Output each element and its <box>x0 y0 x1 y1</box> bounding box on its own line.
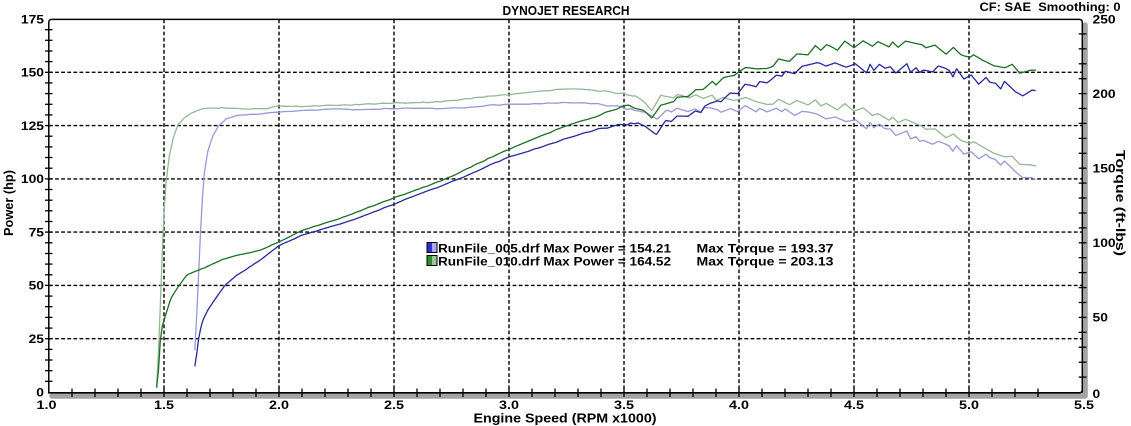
svg-text:3.0: 3.0 <box>499 400 519 412</box>
svg-text:DYNOJET RESEARCH: DYNOJET RESEARCH <box>503 4 630 18</box>
svg-text:RunFile_005.drf Max Power = 15: RunFile_005.drf Max Power = 154.21 <box>438 241 671 255</box>
svg-text:RunFile_010.drf Max Power = 16: RunFile_010.drf Max Power = 164.52 <box>438 254 671 268</box>
svg-text:4.5: 4.5 <box>844 400 865 412</box>
svg-text:100: 100 <box>1093 238 1116 250</box>
svg-text:5.5: 5.5 <box>1074 400 1095 412</box>
svg-text:2.0: 2.0 <box>269 400 289 412</box>
svg-text:0: 0 <box>1093 389 1101 401</box>
svg-text:150: 150 <box>1093 164 1116 176</box>
svg-text:Max Torque = 203.13: Max Torque = 203.13 <box>697 254 834 268</box>
svg-text:CF: SAE Smoothing: 0: CF: SAE Smoothing: 0 <box>980 2 1121 14</box>
svg-text:0: 0 <box>36 387 44 399</box>
svg-text:1.5: 1.5 <box>154 400 175 412</box>
svg-text:1.0: 1.0 <box>37 400 57 412</box>
svg-text:Torque (ft-lbs): Torque (ft-lbs) <box>1113 150 1127 256</box>
svg-text:50: 50 <box>1093 313 1108 325</box>
svg-text:250: 250 <box>1093 14 1116 26</box>
svg-text:3.5: 3.5 <box>614 400 635 412</box>
svg-text:50: 50 <box>29 281 44 293</box>
svg-text:150: 150 <box>21 68 44 80</box>
svg-text:2.5: 2.5 <box>384 400 405 412</box>
svg-text:4.0: 4.0 <box>729 400 749 412</box>
svg-text:75: 75 <box>29 227 45 239</box>
svg-text:25: 25 <box>29 334 45 346</box>
svg-text:Engine Speed (RPM x1000): Engine Speed (RPM x1000) <box>474 412 657 426</box>
svg-text:Max Torque = 193.37: Max Torque = 193.37 <box>697 241 834 255</box>
svg-text:Power (hp): Power (hp) <box>2 170 16 236</box>
svg-text:200: 200 <box>1093 89 1116 101</box>
svg-text:100: 100 <box>21 174 44 186</box>
svg-text:175: 175 <box>21 14 45 26</box>
svg-text:5.0: 5.0 <box>959 400 979 412</box>
svg-text:125: 125 <box>21 121 45 133</box>
